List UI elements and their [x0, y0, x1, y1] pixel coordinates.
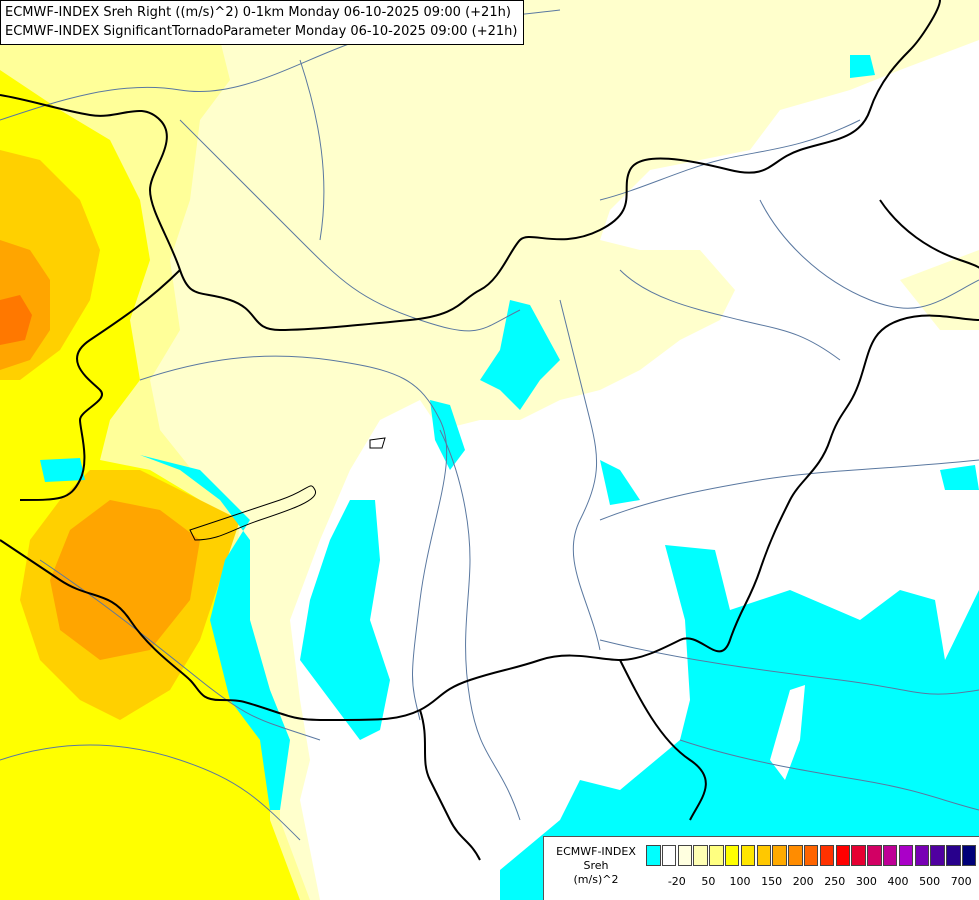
legend-title-line3: (m/s)^2: [573, 873, 619, 886]
legend-swatch: [756, 845, 772, 866]
sreh-band-cyan-ne: [850, 55, 875, 78]
lake-outline: [189, 485, 316, 541]
legend-tick-label: 250: [824, 875, 846, 888]
sreh-band-cyan-center: [480, 300, 560, 410]
legend-swatch: [946, 845, 961, 866]
sreh-band-orange-south: [50, 500, 200, 660]
legend-tick-label: 100: [729, 875, 751, 888]
sreh-band-dark-orange: [0, 295, 32, 345]
legend-swatch: [772, 845, 787, 866]
sreh-band-cyan-east: [940, 465, 979, 490]
legend-tick-label: 150: [761, 875, 783, 888]
legend-tick-label: -20: [667, 875, 686, 888]
legend-swatches: [646, 845, 978, 866]
legend-tick-label: 700: [950, 875, 972, 888]
legend-swatch: [646, 845, 661, 866]
legend-swatch: [914, 845, 930, 866]
sreh-band-cyan-mid: [600, 460, 640, 505]
legend-tick-label: 200: [792, 875, 814, 888]
legend-swatch: [961, 845, 977, 866]
sreh-band-cyan-strip: [140, 455, 290, 810]
legend-tick-label: 500: [919, 875, 941, 888]
legend-swatch: [693, 845, 708, 866]
river-lines: [0, 9, 979, 841]
legend-tick-label: 50: [701, 875, 716, 888]
legend-swatch: [882, 845, 898, 866]
map-title: ECMWF-INDEX Sreh Right ((m/s)^2) 0-1km M…: [0, 0, 525, 45]
sreh-band-cyan-west: [300, 500, 390, 740]
legend-swatch: [851, 845, 866, 866]
legend-title-line2: Sreh: [583, 859, 609, 872]
title-line-1: ECMWF-INDEX Sreh Right ((m/s)^2) 0-1km M…: [5, 5, 511, 20]
legend-swatch: [835, 845, 851, 866]
sreh-band-cyan-se: [500, 545, 979, 900]
legend-swatch: [724, 845, 740, 866]
color-legend: ECMWF-INDEX Sreh (m/s)^2 -20 50 100 150 200 2…: [543, 836, 979, 900]
legend-swatch: [661, 845, 677, 866]
legend-swatch: [898, 845, 914, 866]
legend-tick-label: 300: [855, 875, 877, 888]
legend-title: ECMWF-INDEX Sreh (m/s)^2: [548, 845, 644, 887]
sreh-band-cyan-southwest: [40, 458, 85, 482]
title-line-2: ECMWF-INDEX SignificantTornadoParameter …: [5, 24, 518, 39]
lake-outline-small: [369, 437, 386, 449]
legend-tick-label: 400: [887, 875, 909, 888]
legend-swatch: [803, 845, 819, 866]
sreh-band-pale-yellow-ne: [900, 250, 979, 330]
legend-swatch: [788, 845, 803, 866]
sreh-band-white-hole: [770, 685, 805, 780]
legend-title-line1: ECMWF-INDEX: [556, 845, 636, 858]
legend-swatch: [709, 845, 724, 866]
legend-swatch: [930, 845, 945, 866]
legend-swatch: [677, 845, 693, 866]
legend-swatch: [867, 845, 882, 866]
country-borders: [0, 0, 979, 861]
legend-swatch: [819, 845, 835, 866]
legend-ticks: -20 50 100 150 200 250 300 400 500 700: [644, 875, 974, 889]
legend-swatch: [740, 845, 756, 866]
